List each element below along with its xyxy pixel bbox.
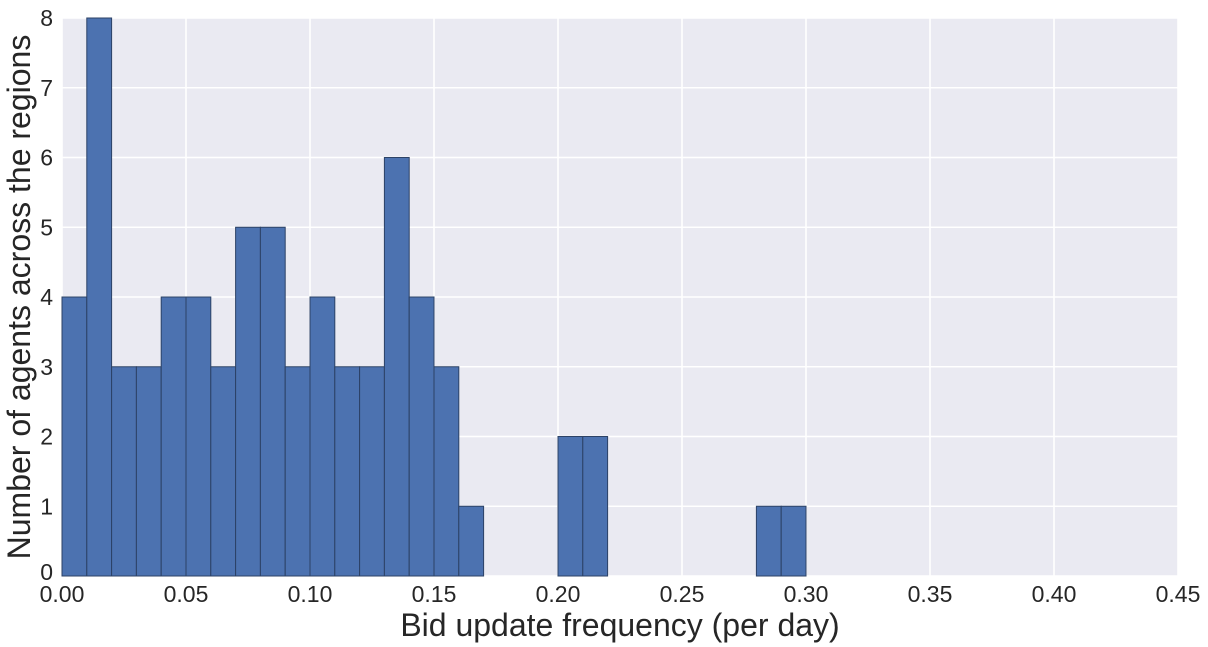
y-tick-label: 1	[40, 493, 53, 519]
histogram-bar	[61, 296, 88, 577]
y-tick-label: 4	[40, 284, 53, 310]
x-tick-label: 0.10	[288, 581, 333, 607]
histogram-bar	[160, 296, 187, 577]
y-tick-label: 6	[40, 145, 53, 171]
histogram-bar	[383, 157, 410, 577]
histogram-bar	[86, 17, 113, 577]
histogram-bar	[111, 366, 137, 577]
histogram-bar	[235, 226, 261, 577]
histogram-bar	[334, 366, 361, 577]
histogram-bar	[259, 226, 286, 577]
histogram-bar	[408, 296, 435, 577]
y-tick-label: 3	[40, 354, 53, 380]
x-tick-label: 0.40	[1032, 581, 1077, 607]
x-tick-label: 0.05	[164, 581, 209, 607]
x-tick-label: 0.15	[412, 581, 457, 607]
histogram-bar	[458, 505, 485, 577]
histogram-bar	[185, 296, 212, 577]
y-tick-label: 8	[40, 5, 53, 31]
y-tick-label: 7	[40, 75, 53, 101]
histogram-bar	[433, 366, 460, 577]
x-tick-label: 0.45	[1156, 581, 1201, 607]
x-tick-label: 0.25	[660, 581, 705, 607]
histogram-bar	[284, 366, 311, 577]
histogram-bar	[309, 296, 336, 577]
x-axis-ticks: 0.00 0.05 0.10 0.15 0.20 0.25 0.30 0.35 0.40 0.45	[40, 581, 1201, 607]
histogram-bar	[755, 505, 782, 577]
x-tick-label: 0.20	[536, 581, 581, 607]
y-tick-label: 2	[40, 424, 53, 450]
histogram-bar	[135, 366, 162, 577]
x-tick-label: 0.35	[908, 581, 953, 607]
histogram-bar	[557, 436, 584, 577]
y-axis-title: Number of agents across the regions	[1, 35, 37, 560]
grid-lines	[61, 17, 1179, 577]
y-tick-label: 5	[40, 214, 53, 240]
x-tick-label: 0.30	[784, 581, 829, 607]
x-tick-label: 0.00	[40, 581, 85, 607]
y-tick-label: 0	[40, 559, 53, 585]
histogram-bar	[210, 366, 237, 577]
histogram-bars	[61, 17, 807, 577]
histogram-bar	[780, 505, 807, 577]
y-axis-ticks: 0 1 2 3 4 5 6 7 8	[40, 5, 53, 585]
histogram-bar	[582, 436, 609, 577]
x-axis-title: Bid update frequency (per day)	[400, 607, 839, 643]
histogram-bar	[359, 366, 385, 577]
